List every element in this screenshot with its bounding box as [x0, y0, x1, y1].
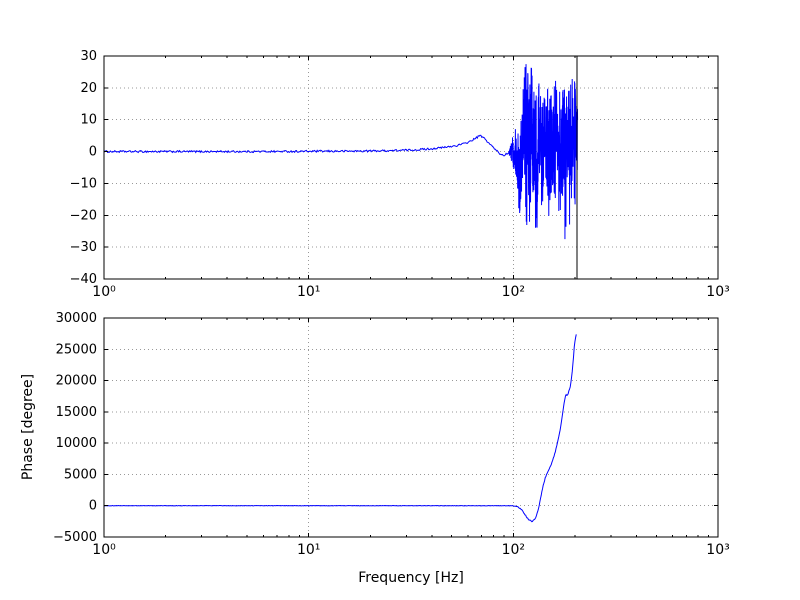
y-tick-label: 0 — [89, 499, 97, 514]
x-tick-label: 10¹ — [297, 542, 320, 558]
x-tick-label: 10² — [502, 542, 525, 558]
y-tick-label: 15000 — [56, 405, 97, 420]
magnitude-axes — [103, 55, 719, 280]
frequency-x-axis-label: Frequency [Hz] — [358, 570, 464, 586]
x-tick-label: 10³ — [706, 284, 729, 300]
y-tick-label: 20000 — [56, 374, 97, 389]
y-tick-label: 10000 — [56, 436, 97, 451]
magnitude-series-line — [103, 64, 579, 240]
y-tick-label: 30 — [80, 49, 97, 64]
phase-series-line — [103, 334, 577, 523]
x-tick-label: 10¹ — [297, 284, 320, 300]
y-tick-label: 20 — [80, 81, 97, 96]
y-tick-label: 0 — [89, 145, 97, 160]
y-tick-label: 10 — [80, 113, 97, 128]
x-tick-label: 10³ — [706, 542, 729, 558]
phase-y-axis-label: Phase [degree] — [20, 373, 36, 481]
y-tick-label: −5000 — [53, 530, 97, 545]
y-tick-label: 5000 — [64, 467, 97, 482]
y-tick-label: −40 — [70, 272, 97, 287]
x-tick-label: 10⁰ — [92, 284, 116, 300]
y-tick-label: −10 — [70, 176, 97, 191]
y-tick-label: −20 — [70, 208, 97, 223]
y-tick-label: 25000 — [56, 342, 97, 357]
x-tick-label: 10⁰ — [92, 542, 116, 558]
y-tick-label: 30000 — [56, 311, 97, 326]
y-tick-label: −30 — [70, 240, 97, 255]
phase-axes — [103, 317, 719, 538]
x-tick-label: 10² — [502, 284, 525, 300]
